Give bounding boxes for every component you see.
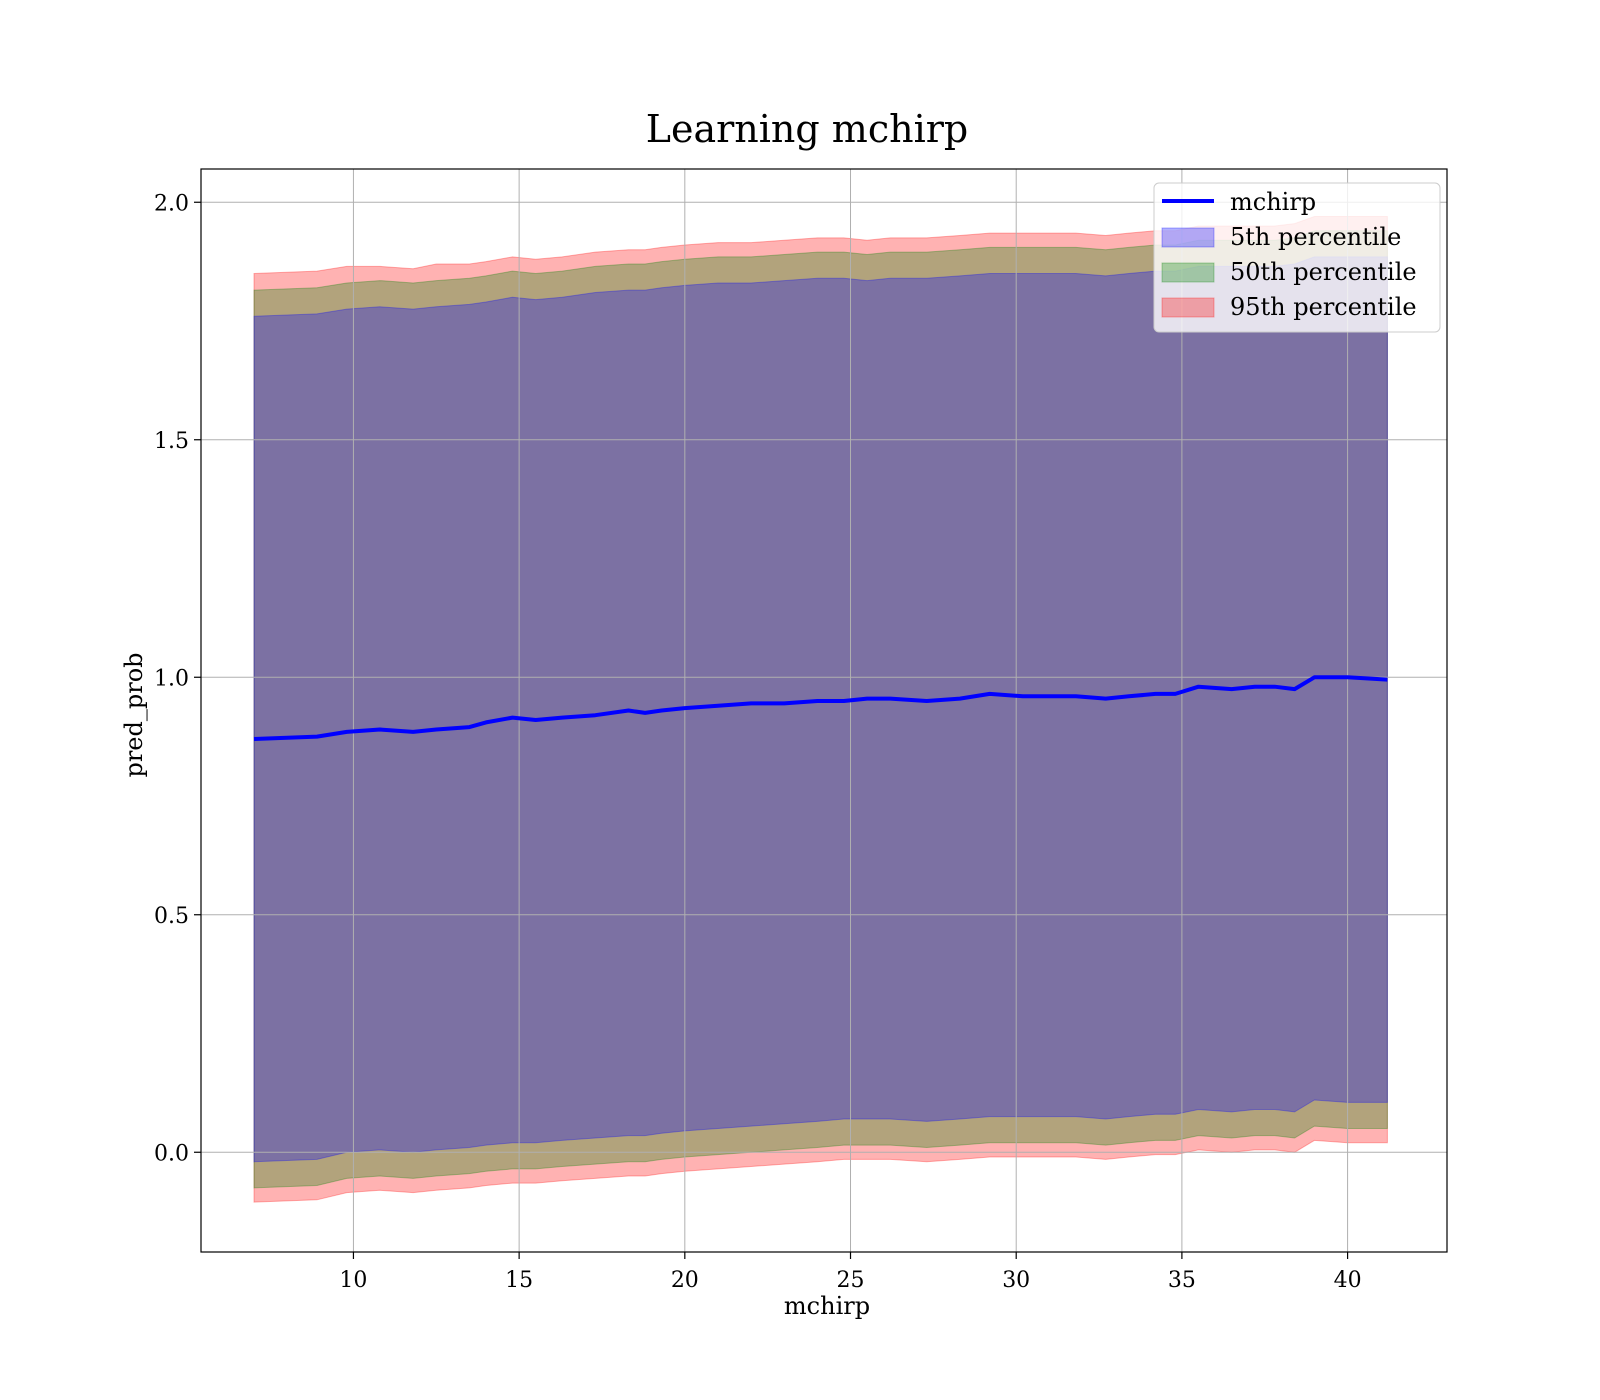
y-tick-label: 2.0 bbox=[154, 191, 189, 216]
x-tick-label: 10 bbox=[339, 1268, 367, 1293]
legend-label-5th-percentile: 5th percentile bbox=[1230, 223, 1401, 251]
legend-label-mchirp: mchirp bbox=[1230, 188, 1316, 216]
x-tick-label: 15 bbox=[505, 1268, 533, 1293]
legend: mchirp 5th percentile 50th percentile 95… bbox=[1153, 182, 1441, 333]
x-axis-ticks: 10 15 20 25 30 35 40 bbox=[339, 1252, 1362, 1293]
x-tick-label: 20 bbox=[671, 1268, 699, 1293]
x-tick-label: 40 bbox=[1334, 1268, 1362, 1293]
series-line-mchirp bbox=[253, 675, 1388, 741]
chart-title: Learning mchirp bbox=[646, 107, 968, 151]
y-tick-label: 1.5 bbox=[154, 429, 189, 454]
y-tick-label: 0.0 bbox=[154, 1141, 189, 1166]
y-axis-label: pred_prob bbox=[120, 652, 148, 777]
legend-swatch-95th-percentile bbox=[1161, 297, 1215, 318]
y-tick-label: 1.0 bbox=[154, 666, 189, 691]
legend-swatch-50th-percentile bbox=[1161, 262, 1215, 283]
y-tick-label: 0.5 bbox=[154, 904, 189, 929]
percentile-bands bbox=[253, 216, 1388, 1203]
plot-frame bbox=[200, 168, 1448, 1253]
grid-lines bbox=[201, 169, 1447, 1252]
band-95th-percentile bbox=[253, 216, 1388, 1203]
plot-area bbox=[200, 168, 1448, 1253]
x-tick-label: 30 bbox=[1002, 1268, 1030, 1293]
x-tick-label: 35 bbox=[1168, 1268, 1196, 1293]
y-axis-ticks: 0.0 0.5 1.0 1.5 2.0 bbox=[154, 191, 201, 1166]
legend-label-95th-percentile: 95th percentile bbox=[1230, 293, 1417, 321]
legend-label-50th-percentile: 50th percentile bbox=[1230, 258, 1417, 286]
x-tick-label: 25 bbox=[837, 1268, 865, 1293]
legend-swatch-5th-percentile bbox=[1161, 227, 1215, 248]
band-5th-percentile bbox=[253, 256, 1388, 1163]
legend-box bbox=[1153, 182, 1441, 333]
band-50th-percentile bbox=[253, 230, 1388, 1189]
x-axis-label: mchirp bbox=[784, 1292, 870, 1320]
